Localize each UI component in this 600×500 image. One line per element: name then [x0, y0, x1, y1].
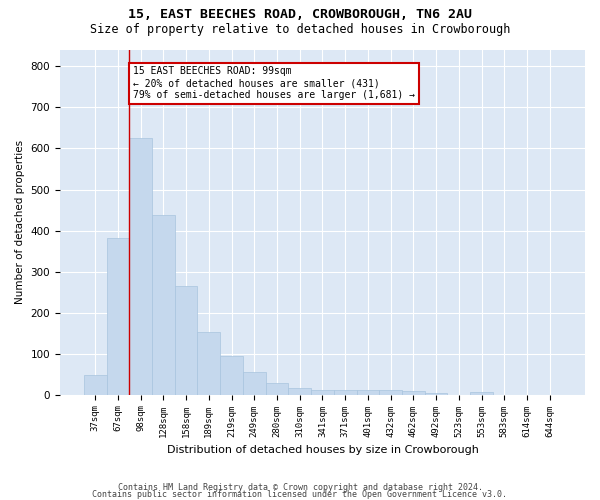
Text: 15, EAST BEECHES ROAD, CROWBOROUGH, TN6 2AU: 15, EAST BEECHES ROAD, CROWBOROUGH, TN6 … — [128, 8, 472, 20]
Bar — [470, 392, 493, 394]
Bar — [107, 238, 129, 394]
Bar — [289, 388, 311, 394]
Bar — [266, 383, 289, 394]
Bar — [84, 375, 107, 394]
Bar — [197, 332, 220, 394]
Bar — [379, 390, 402, 394]
Y-axis label: Number of detached properties: Number of detached properties — [15, 140, 25, 304]
X-axis label: Distribution of detached houses by size in Crowborough: Distribution of detached houses by size … — [167, 445, 478, 455]
Bar — [356, 390, 379, 394]
Bar — [425, 392, 448, 394]
Text: 15 EAST BEECHES ROAD: 99sqm
← 20% of detached houses are smaller (431)
79% of se: 15 EAST BEECHES ROAD: 99sqm ← 20% of det… — [133, 66, 415, 100]
Bar — [175, 286, 197, 395]
Bar — [220, 356, 243, 395]
Text: Contains HM Land Registry data © Crown copyright and database right 2024.: Contains HM Land Registry data © Crown c… — [118, 484, 482, 492]
Bar — [334, 390, 356, 394]
Bar — [129, 138, 152, 394]
Bar — [243, 372, 266, 394]
Text: Size of property relative to detached houses in Crowborough: Size of property relative to detached ho… — [90, 22, 510, 36]
Bar — [402, 391, 425, 394]
Bar — [311, 390, 334, 394]
Bar — [152, 215, 175, 394]
Text: Contains public sector information licensed under the Open Government Licence v3: Contains public sector information licen… — [92, 490, 508, 499]
